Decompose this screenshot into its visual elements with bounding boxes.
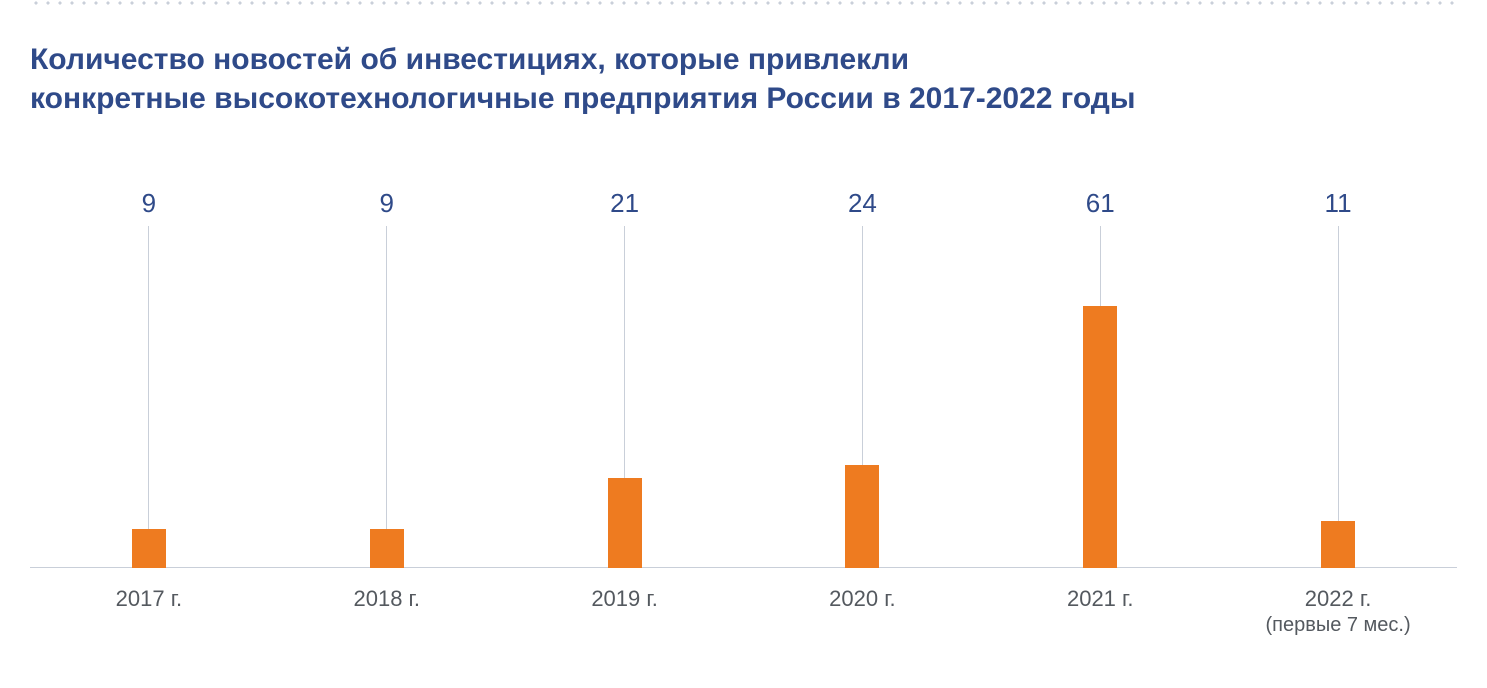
bar [608, 478, 642, 568]
chart-column: 9 2018 г. [268, 188, 506, 628]
bar-value-label: 21 [506, 188, 744, 219]
bar [370, 529, 404, 568]
x-axis-label: 2022 г.(первые 7 мес.) [1219, 586, 1457, 637]
bar-value-label: 11 [1219, 188, 1457, 219]
bar-value-label: 9 [30, 188, 268, 219]
x-axis-label: 2017 г. [30, 586, 268, 612]
bar-chart: 9 2017 г. 9 2018 г. 21 2019 г. 24 2020 г. 61 2021… [30, 188, 1457, 628]
bar [845, 465, 879, 568]
x-axis-label: 2021 г. [981, 586, 1219, 612]
chart-column: 21 2019 г. [506, 188, 744, 628]
bar-stem [1338, 226, 1339, 521]
bar-value-label: 61 [981, 188, 1219, 219]
bar-value-label: 9 [268, 188, 506, 219]
chart-column: 61 2021 г. [981, 188, 1219, 628]
x-axis-label: 2018 г. [268, 586, 506, 612]
chart-title: Количество новостей об инвестициях, кото… [30, 40, 1457, 118]
bar-stem [1100, 226, 1101, 306]
bar-stem [148, 226, 149, 529]
chart-page: Количество новостей об инвестициях, кото… [0, 0, 1487, 688]
bar-value-label: 24 [743, 188, 981, 219]
bar [132, 529, 166, 568]
x-axis-sublabel: (первые 7 мес.) [1219, 614, 1457, 637]
chart-column: 9 2017 г. [30, 188, 268, 628]
x-axis-label: 2020 г. [743, 586, 981, 612]
bar [1083, 306, 1117, 568]
bar-stem [862, 226, 863, 465]
bar [1321, 521, 1355, 568]
chart-column: 24 2020 г. [743, 188, 981, 628]
x-axis-label: 2019 г. [506, 586, 744, 612]
bar-stem [386, 226, 387, 529]
bar-stem [624, 226, 625, 478]
chart-column: 112022 г.(первые 7 мес.) [1219, 188, 1457, 628]
top-divider-dots [30, 0, 1457, 6]
